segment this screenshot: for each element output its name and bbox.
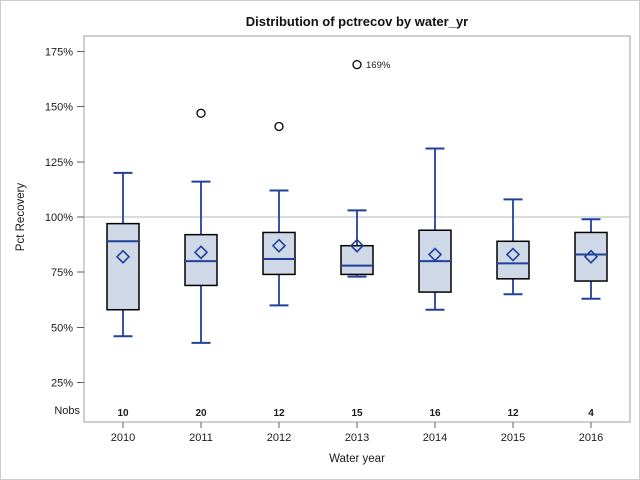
- x-axis-title: Water year: [329, 453, 385, 465]
- nobs-value: 20: [195, 408, 207, 419]
- mean-diamond: [583, 249, 599, 264]
- outlier-point: [274, 121, 284, 132]
- box-group-2014: [418, 147, 452, 311]
- y-tick-label: 125%: [45, 157, 73, 169]
- x-tick-label: 2012: [267, 432, 291, 444]
- mean-diamond: [505, 247, 521, 262]
- iqr-box: [184, 233, 218, 287]
- nobs-value: 16: [429, 408, 441, 419]
- mean-diamond: [427, 247, 443, 262]
- iqr-box: [106, 222, 140, 311]
- mean-diamond: [271, 238, 287, 253]
- mean-diamond: [193, 245, 209, 260]
- chart-title: Distribution of pctrecov by water_yr: [245, 14, 469, 29]
- x-tick-label: 2014: [423, 432, 447, 444]
- nobs-value: 12: [507, 408, 519, 419]
- iqr-box: [340, 244, 374, 276]
- x-tick-label: 2010: [111, 432, 135, 444]
- box-group-2012: [262, 121, 296, 307]
- nobs-row-label: Nobs: [54, 405, 80, 417]
- mean-diamond: [115, 249, 131, 264]
- y-tick-label: 25%: [51, 378, 73, 390]
- y-tick-label: 50%: [51, 322, 73, 334]
- y-tick-label: 100%: [45, 212, 73, 224]
- y-tick-label: 175%: [45, 46, 73, 58]
- x-tick-label: 2016: [579, 432, 603, 444]
- mean-diamond: [349, 238, 365, 253]
- x-tick-label: 2015: [501, 432, 525, 444]
- box-group-2016: [574, 218, 608, 300]
- outlier-label: 169%: [366, 60, 391, 71]
- nobs-value: 4: [588, 408, 594, 419]
- y-tick-label: 75%: [51, 267, 73, 279]
- x-tick-label: 2011: [189, 432, 213, 444]
- box-group-2010: [106, 171, 140, 338]
- box-group-2015: [496, 198, 530, 296]
- box-group-2013: 169%: [340, 59, 391, 278]
- box-group-2011: [184, 108, 218, 344]
- y-tick-label: 150%: [45, 102, 73, 114]
- iqr-box: [574, 231, 608, 282]
- x-tick-label: 2013: [345, 432, 369, 444]
- nobs-value: 10: [117, 408, 129, 419]
- nobs-value: 12: [273, 408, 285, 419]
- outlier-point: [196, 108, 206, 118]
- outlier-point: [352, 59, 362, 70]
- nobs-value: 15: [351, 408, 363, 419]
